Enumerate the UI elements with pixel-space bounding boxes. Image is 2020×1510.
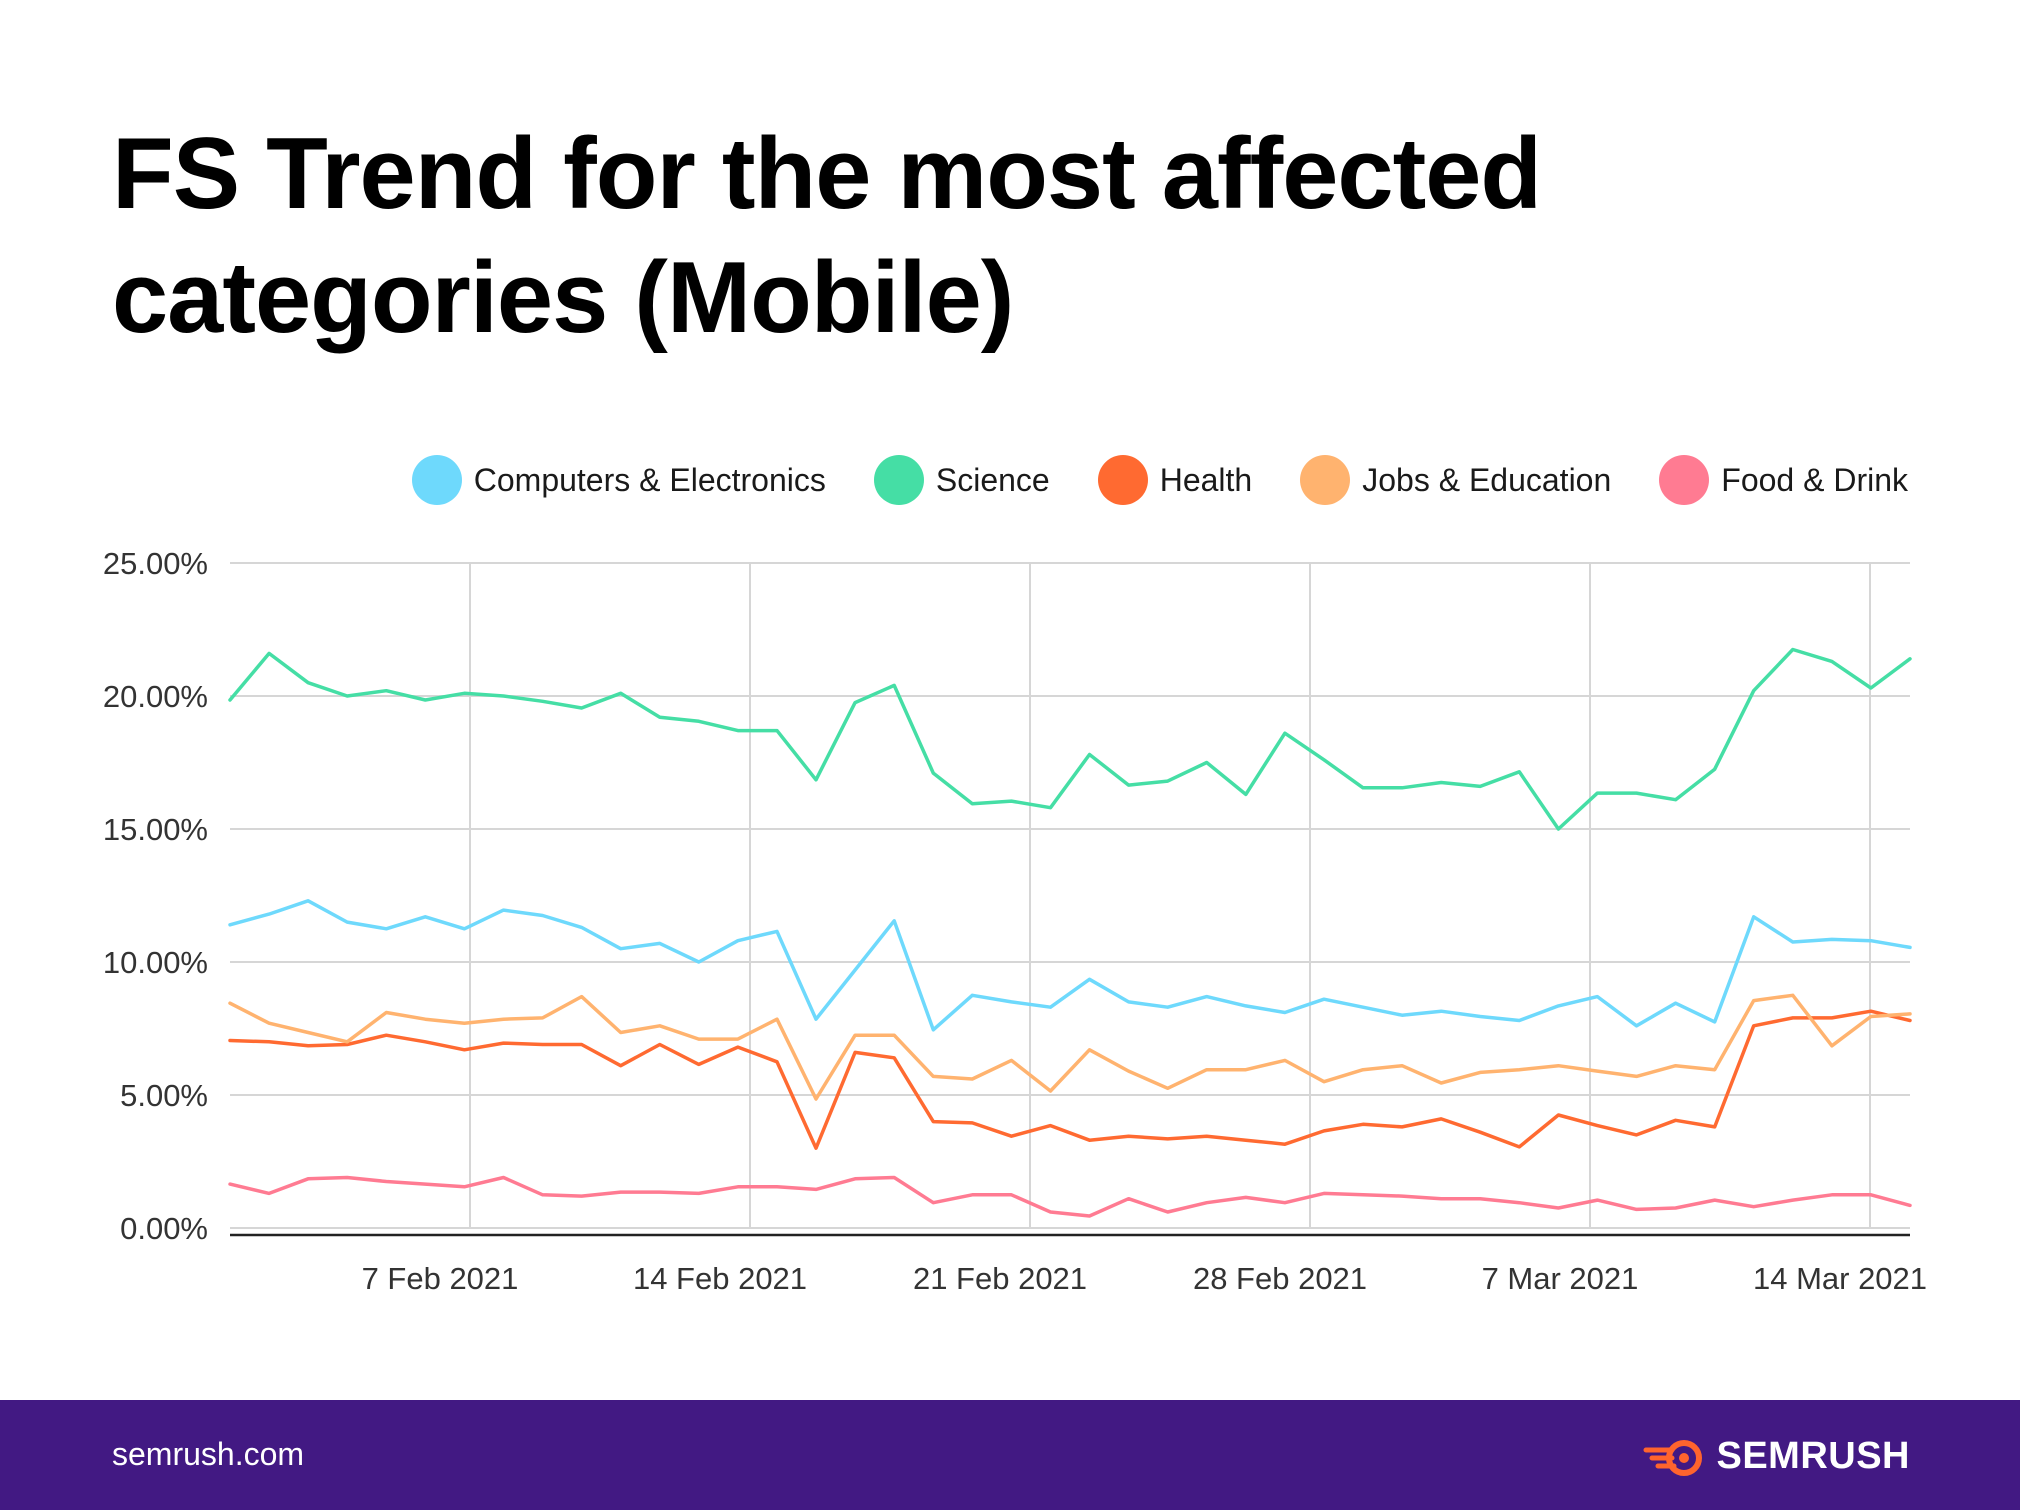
legend-swatch (1300, 455, 1351, 505)
x-tick-label: 7 Feb 2021 (362, 1261, 519, 1296)
legend-label: Science (935, 461, 1050, 498)
series-line-health (228, 1009, 1912, 1150)
x-tick-label: 14 Feb 2021 (633, 1261, 807, 1296)
series-line-computers-electronics (228, 899, 1912, 1032)
chart-title: FS Trend for the most affected categorie… (112, 118, 1542, 354)
legend-label: Jobs & Education (1362, 461, 1612, 498)
y-tick-label: 5.00% (120, 1078, 208, 1113)
x-tick-label: 7 Mar 2021 (1482, 1261, 1639, 1296)
y-tick-label: 0.00% (120, 1211, 208, 1246)
footer-site-link[interactable]: semrush.com (112, 1436, 305, 1472)
legend-item: Food & Drink (1659, 455, 1908, 505)
footer-bar: semrush.com SEMRUSH (0, 1400, 2020, 1510)
y-tick-label: 25.00% (103, 546, 208, 581)
series-line-food-drink (228, 1175, 1912, 1218)
y-tick-label: 15.00% (103, 812, 208, 847)
legend-label: Health (1159, 461, 1253, 498)
legend-swatch (411, 455, 462, 505)
legend-swatch (1097, 455, 1148, 505)
y-tick-label: 10.00% (103, 945, 208, 980)
gridlines (230, 562, 1910, 1229)
brand-logo: SEMRUSH (1642, 1432, 1910, 1480)
y-tick-label: 20.00% (103, 679, 208, 714)
y-axis: 0.00% 5.00% 10.00% 15.00% 20.00% 25.00% (103, 546, 208, 1246)
brand-name: SEMRUSH (1716, 1434, 1910, 1477)
x-tick-label: 28 Feb 2021 (1193, 1261, 1367, 1296)
legend-item: Health (1097, 455, 1253, 505)
legend-swatch (873, 455, 924, 505)
series-lines (228, 647, 1912, 1218)
legend-label: Computers & Electronics (473, 461, 826, 498)
x-axis: 7 Feb 2021 14 Feb 2021 21 Feb 2021 28 Feb 2… (230, 1233, 1927, 1296)
x-tick-label: 21 Feb 2021 (913, 1261, 1087, 1296)
x-tick-label: 14 Mar 2021 (1753, 1261, 1927, 1296)
series-line-jobs-education (228, 993, 1912, 1101)
series-line-science (228, 647, 1912, 831)
legend-item: Science (873, 455, 1050, 505)
legend-item: Computers & Electronics (411, 455, 826, 505)
legend-item: Jobs & Education (1300, 455, 1611, 505)
legend-swatch (1659, 455, 1710, 505)
chart-legend: Computers & Electronics Science Health Jobs… (411, 452, 1908, 508)
line-chart: 0.00% 5.00% 10.00% 15.00% 20.00% 25.00% 7 Feb… (103, 546, 1927, 1296)
semrush-flame-icon (1643, 1440, 1703, 1476)
legend-label: Food & Drink (1721, 461, 1908, 498)
